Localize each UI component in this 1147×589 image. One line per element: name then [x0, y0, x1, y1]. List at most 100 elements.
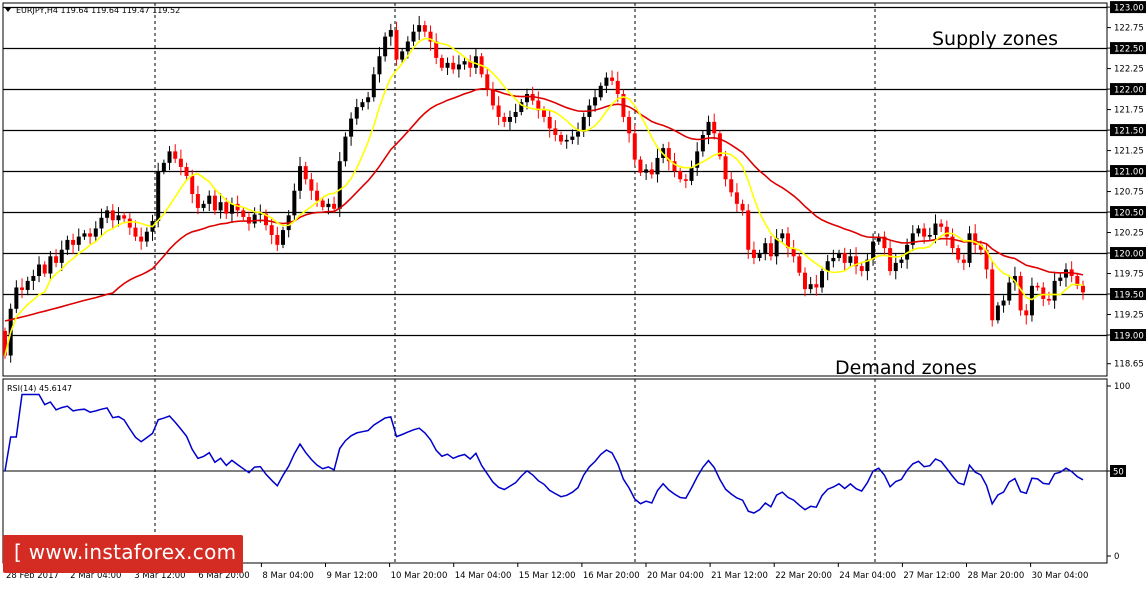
- candle-body-166: [944, 226, 949, 237]
- price-label-119.00: 119.00: [1114, 332, 1144, 342]
- candle-body-49: [281, 230, 286, 245]
- demand-zones-label: Demand zones: [835, 357, 977, 379]
- candle-body-114: [649, 169, 654, 175]
- candle-body-14: [82, 233, 87, 237]
- candle-body-79: [451, 62, 456, 70]
- date-label-4: 8 Mar 04:00: [262, 571, 313, 581]
- candle-body-97: [553, 128, 558, 135]
- candle-body-147: [837, 253, 842, 258]
- candle-body-186: [1058, 277, 1063, 281]
- date-label-16: 30 Mar 04:00: [1032, 571, 1089, 581]
- candle-body-187: [1063, 269, 1068, 278]
- candle-body-23: [133, 227, 138, 237]
- price-panel-frame: [2, 2, 1108, 377]
- candle-body-68: [388, 30, 393, 37]
- candle-body-64: [366, 97, 371, 103]
- candle-body-15: [88, 233, 93, 237]
- candle-body-29: [167, 151, 172, 163]
- candle-body-146: [831, 257, 836, 262]
- candle-body-54: [309, 179, 314, 191]
- price-label-120.00: 120.00: [1114, 250, 1144, 260]
- candle-body-65: [371, 74, 376, 98]
- candle-body-142: [808, 284, 813, 290]
- candle-body-18: [105, 210, 110, 218]
- candle-body-177: [1007, 282, 1012, 301]
- candle-body-88: [502, 116, 507, 122]
- candle-body-102: [581, 116, 586, 132]
- candle-body-44: [252, 214, 257, 224]
- candle-body-176: [1001, 300, 1006, 306]
- candle-body-138: [785, 233, 790, 249]
- date-label-7: 14 Mar 04:00: [455, 571, 512, 581]
- candle-body-126: [717, 133, 722, 157]
- candle-body-139: [791, 248, 796, 257]
- candle-body-94: [536, 100, 541, 111]
- candle-body-75: [428, 31, 433, 42]
- candle-body-69: [394, 30, 399, 60]
- candle-body-31: [178, 158, 183, 167]
- candle-body-28: [161, 162, 166, 172]
- candle-body-60: [343, 136, 348, 162]
- vertical-grid: [154, 3, 876, 563]
- candle-body-124: [706, 121, 711, 135]
- price-highlight-119.50: [1110, 288, 1146, 301]
- candle-body-8: [48, 256, 53, 274]
- candle-body-10: [59, 249, 64, 263]
- rsi-line: [4, 393, 1084, 514]
- candle-body-125: [712, 121, 717, 134]
- candle-body-168: [956, 248, 961, 260]
- horizontal-levels: [3, 6, 1107, 337]
- candle-body-183: [1041, 287, 1046, 299]
- candle-body-91: [519, 102, 524, 113]
- candle-body-182: [1035, 285, 1040, 288]
- candle-body-119: [678, 171, 683, 180]
- candle-body-21: [122, 215, 127, 219]
- candle-body-5: [31, 275, 36, 281]
- candle-body-178: [1012, 275, 1017, 283]
- candle-body-107: [610, 77, 615, 81]
- candle-body-42: [241, 210, 246, 217]
- candle-body-90: [513, 112, 518, 117]
- candle-body-45: [258, 213, 263, 215]
- candle-body-127: [723, 156, 728, 180]
- candle-body-27: [156, 171, 161, 222]
- instaforex-logo-text[interactable]: [ www.instaforex.com ]: [14, 540, 252, 564]
- candle-body-52: [298, 166, 303, 191]
- instaforex-logo[interactable]: [3, 535, 243, 573]
- date-label-10: 20 Mar 04:00: [647, 571, 704, 581]
- candle-body-80: [456, 64, 461, 70]
- candle-body-56: [320, 200, 325, 208]
- symbol-menu-icon[interactable]: [5, 8, 11, 12]
- candle-body-140: [797, 256, 802, 273]
- candle-body-122: [695, 151, 700, 168]
- price-axis: 123.00 122.75 122.50 122.25 122.00 121.75 121.…: [1107, 1, 1146, 370]
- candle-body-41: [235, 203, 240, 211]
- candle-body-3: [20, 287, 25, 290]
- candle-body-110: [627, 116, 632, 134]
- supply-zones-label: Supply zones: [932, 28, 1058, 50]
- candle-body-132: [751, 249, 756, 258]
- date-label-13: 24 Mar 04:00: [839, 571, 896, 581]
- rsi-label-100: 100: [1114, 382, 1130, 392]
- candle-body-38: [218, 202, 223, 211]
- candle-body-112: [638, 159, 643, 173]
- candle-body-25: [144, 231, 149, 242]
- candle-body-117: [666, 148, 671, 162]
- candle-body-180: [1024, 310, 1029, 316]
- candle-body-6: [37, 264, 42, 276]
- price-highlight-123.00: [1110, 1, 1146, 14]
- price-label-120.75: 120.75: [1114, 188, 1144, 198]
- candle-body-98: [559, 134, 564, 142]
- price-highlight-121.50: [1110, 124, 1146, 137]
- candle-body-143: [814, 284, 819, 288]
- candle-body-160: [910, 233, 915, 245]
- candle-body-46: [263, 213, 268, 226]
- candle-body-123: [700, 134, 705, 152]
- candle-body-150: [854, 256, 859, 267]
- candle-body-0: [3, 330, 7, 356]
- candle-body-148: [842, 253, 847, 263]
- candle-body-33: [190, 175, 195, 195]
- candle-body-128: [729, 179, 734, 193]
- candle-body-108: [615, 80, 620, 94]
